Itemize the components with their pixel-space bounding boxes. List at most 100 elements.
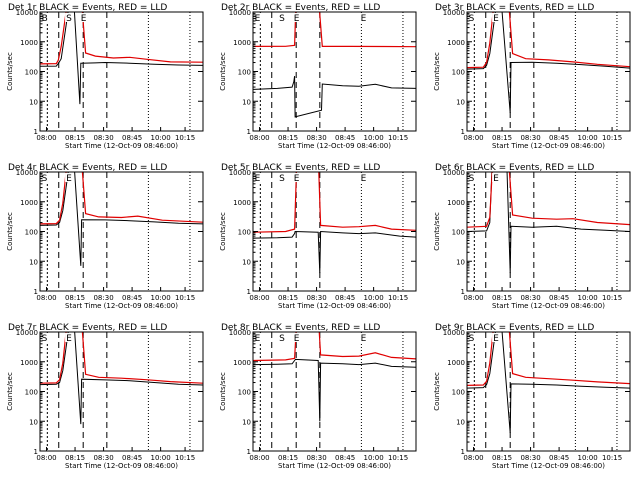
marker-backdrop [40,173,49,182]
x-tick-label: 08:45 [335,134,355,142]
x-tick-label: 10:15 [175,454,195,462]
marker-backdrop [492,173,501,182]
y-tick-label: 1 [34,448,38,456]
y-tick-label: 1 [247,288,251,296]
x-tick-label: 08:45 [335,454,355,462]
y-tick-label: 10000 [16,329,38,337]
y-tick-label: 10000 [229,329,251,337]
y-tick-label: 10000 [443,169,465,177]
panel-title: Det 8r BLACK = Events, RED = LLD [221,323,380,333]
x-tick-label: 08:15 [278,454,298,462]
x-tick-label: 08:15 [492,134,512,142]
lld-series-line [253,12,416,48]
marker-backdrop [40,333,49,342]
y-axis-label: Counts/sec [6,372,14,411]
y-axis-label: Counts/sec [433,372,441,411]
x-axis-label: Start Time (12-Oct-09 08:46:00) [278,302,391,310]
x-tick-label: 10:00 [578,454,598,462]
y-tick-label: 1 [34,288,38,296]
marker-backdrop [40,13,49,22]
lld-series-line [467,332,630,386]
x-tick-label: 08:00 [249,134,269,142]
y-tick-label: 10000 [16,9,38,17]
events-series-line [253,358,416,422]
y-tick-label: 10 [456,258,465,266]
y-tick-label: 10000 [229,169,251,177]
x-tick-label: 08:45 [122,134,142,142]
x-tick-label: 10:15 [388,294,408,302]
y-axis-label: Counts/sec [6,52,14,91]
x-tick-label: 10:00 [578,294,598,302]
marker-label: E [81,14,87,24]
marker-backdrop [278,333,287,342]
marker-backdrop [253,173,262,182]
lld-series-line [40,172,203,225]
y-tick-label: 100 [452,69,465,77]
marker-label: E [66,174,72,184]
marker-label: S [42,334,48,344]
y-tick-label: 100 [452,389,465,397]
panel-title: Det 5r BLACK = Events, RED = LLD [221,163,380,173]
plot-frame [39,11,204,132]
panel-title: Det 9r BLACK = Events, RED = LLD [435,323,594,333]
marker-backdrop [467,173,476,182]
x-tick-label: 08:15 [278,294,298,302]
y-tick-label: 1000 [447,39,465,47]
y-tick-label: 100 [25,69,38,77]
y-tick-label: 10000 [229,9,251,17]
y-tick-label: 1 [247,128,251,136]
x-tick-label: 08:30 [306,294,326,302]
x-tick-label: 08:30 [306,134,326,142]
y-tick-label: 10000 [16,169,38,177]
series-group [40,172,203,266]
y-tick-label: 1 [34,128,38,136]
x-tick-label: 10:00 [364,134,384,142]
marker-backdrop [359,173,368,182]
x-tick-label: 08:00 [36,454,56,462]
y-tick-label: 1000 [233,39,251,47]
x-tick-label: 08:45 [549,134,569,142]
marker-backdrop [467,333,476,342]
y-tick-label: 10 [29,258,38,266]
y-axis-label: Counts/sec [219,212,227,251]
marker-backdrop [65,173,74,182]
x-tick-label: 08:00 [463,454,483,462]
y-tick-label: 10 [242,418,251,426]
x-tick-label: 10:15 [175,134,195,142]
marker-label: E [361,334,367,344]
y-tick-label: 100 [452,229,465,237]
marker-label: S [66,14,72,24]
marker-label: S [279,334,285,344]
marker-label: E [294,174,300,184]
marker-backdrop [253,333,262,342]
events-series-line [467,172,630,274]
lld-series-line [253,172,416,233]
y-tick-label: 100 [238,389,251,397]
marker-backdrop [359,333,368,342]
lld-series-line [467,12,630,69]
x-tick-label: 10:15 [388,134,408,142]
y-tick-label: 1000 [447,359,465,367]
x-tick-label: 08:00 [463,134,483,142]
x-tick-label: 08:30 [520,134,540,142]
x-tick-label: 08:15 [65,134,85,142]
lld-series-line [40,332,203,384]
y-axis-label: Counts/sec [433,212,441,251]
x-tick-label: 10:15 [388,454,408,462]
x-axis-label: Start Time (12-Oct-09 08:46:00) [65,302,178,310]
x-tick-label: 08:15 [492,454,512,462]
x-tick-label: 08:30 [93,454,113,462]
series-group [40,332,203,425]
marker-label: E [493,174,499,184]
marker-label: S [469,174,475,184]
y-tick-label: 1000 [447,199,465,207]
x-axis-label: Start Time (12-Oct-09 08:46:00) [492,142,605,150]
marker-label: E [255,334,261,344]
marker-label: S [279,174,285,184]
